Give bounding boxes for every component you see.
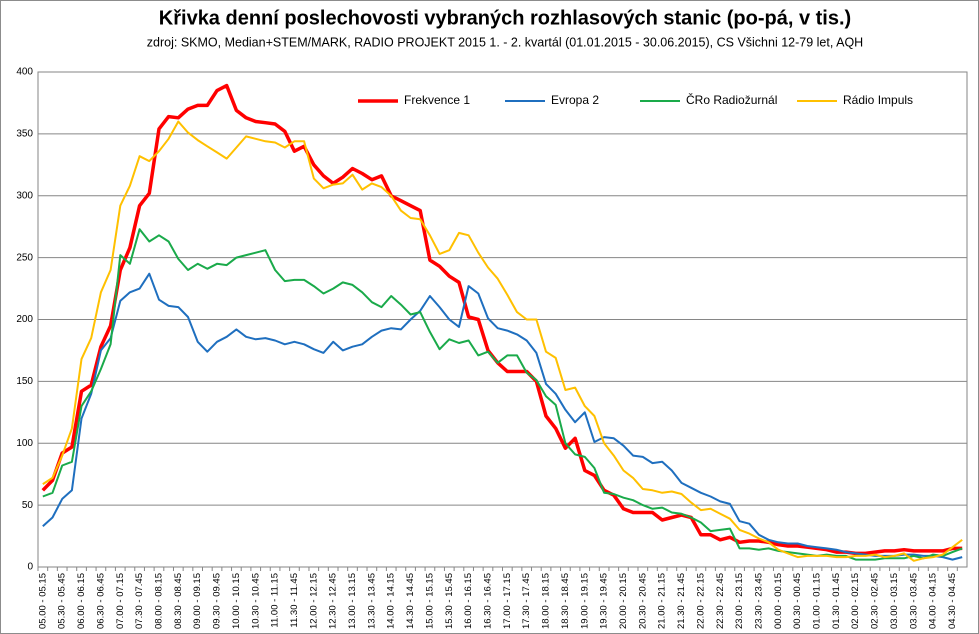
- x-tick-label: 14.30 - 14.45: [405, 573, 416, 629]
- series-line: [42, 228, 963, 561]
- y-tick-label: 350: [16, 129, 33, 140]
- x-tick-label: 08.30 - 08.45: [173, 573, 184, 629]
- y-tick-label: 0: [27, 562, 33, 573]
- x-tick-label: 07.30 - 07.45: [134, 573, 145, 629]
- x-tick-label: 11.30 - 11.45: [289, 573, 300, 628]
- x-tick-label: 00.30 - 00.45: [792, 573, 803, 629]
- legend-label: Rádio Impuls: [843, 93, 913, 107]
- x-tick-label: 03.00 - 03.15: [889, 573, 900, 629]
- x-tick-label: 18.00 - 18.15: [541, 573, 552, 629]
- chart-subtitle: zdroj: SKMO, Median+STEM/MARK, RADIO PRO…: [147, 35, 863, 49]
- x-tick-label: 20.30 - 20.45: [637, 573, 648, 629]
- x-tick-label: 09.30 - 09.45: [212, 573, 223, 629]
- x-tick-label: 19.00 - 19.15: [579, 573, 590, 629]
- x-tick-label: 05.30 - 05.45: [57, 573, 68, 629]
- x-tick-label: 23.00 - 23.15: [734, 573, 745, 629]
- x-tick-label: 11.00 - 11.15: [270, 573, 281, 628]
- x-tick-label: 12.30 - 12.45: [328, 573, 339, 629]
- y-tick-label: 300: [16, 190, 33, 201]
- x-tick-label: 06.00 - 06.15: [76, 573, 87, 629]
- y-tick-label: 100: [16, 438, 33, 449]
- x-tick-label: 09.00 - 09.15: [192, 573, 203, 629]
- x-tick-label: 02.00 - 02.15: [850, 573, 861, 629]
- x-tick-label: 16.00 - 16.15: [463, 573, 474, 629]
- x-tick-label: 21.30 - 21.45: [676, 573, 687, 629]
- x-tick-label: 13.00 - 13.15: [347, 573, 358, 629]
- x-tick-label: 16.30 - 16.45: [483, 573, 494, 629]
- x-tick-label: 17.00 - 17.15: [502, 573, 513, 629]
- x-tick-label: 07.00 - 07.15: [115, 573, 126, 629]
- x-tick-label: 13.30 - 13.45: [366, 573, 377, 629]
- x-tick-label: 19.30 - 19.45: [599, 573, 610, 629]
- x-tick-label: 21.00 - 21.15: [657, 573, 668, 629]
- x-tick-label: 02.30 - 02.45: [870, 573, 881, 629]
- x-tick-label: 20.00 - 20.15: [618, 573, 629, 629]
- legend-label: Frekvence 1: [404, 93, 470, 107]
- x-tick-label: 06.30 - 06.45: [95, 573, 106, 629]
- x-tick-label: 05.00 - 05.15: [37, 573, 48, 629]
- x-tick-label: 17.30 - 17.45: [521, 573, 532, 629]
- x-tick-label: 00.00 - 00.15: [773, 573, 784, 629]
- y-tick-label: 50: [22, 500, 34, 511]
- x-tick-label: 18.30 - 18.45: [560, 573, 571, 629]
- x-tick-label: 04.30 - 04.45: [947, 573, 958, 629]
- x-tick-label: 10.00 - 10.15: [231, 573, 242, 629]
- x-tick-label: 01.00 - 01.15: [812, 573, 823, 629]
- x-tick-label: 03.30 - 03.45: [908, 573, 919, 629]
- y-tick-label: 250: [16, 252, 33, 263]
- series-line: [42, 120, 963, 562]
- x-tick-label: 01.30 - 01.45: [831, 573, 842, 629]
- x-tick-label: 08.00 - 08.15: [153, 573, 164, 629]
- x-tick-label: 22.00 - 22.15: [695, 573, 706, 629]
- y-tick-label: 150: [16, 376, 33, 387]
- x-tick-label: 12.00 - 12.15: [308, 573, 319, 629]
- series-line: [41, 83, 963, 556]
- series-line: [42, 272, 963, 561]
- chart-title: Křivka denní poslechovosti vybraných roz…: [159, 7, 851, 29]
- x-tick-label: 14.00 - 14.15: [386, 573, 397, 629]
- legend-label: ČRo Radiožurnál: [686, 92, 777, 107]
- x-tick-label: 22.30 - 22.45: [715, 573, 726, 629]
- legend-label: Evropa 2: [551, 93, 599, 107]
- y-tick-label: 200: [16, 314, 33, 325]
- x-tick-label: 15.00 - 15.15: [424, 573, 435, 629]
- x-tick-label: 04.00 - 04.15: [928, 573, 939, 629]
- x-tick-label: 10.30 - 10.45: [250, 573, 261, 629]
- y-tick-label: 400: [16, 67, 33, 78]
- x-tick-label: 15.30 - 15.45: [444, 573, 455, 629]
- x-tick-label: 23.30 - 23.45: [753, 573, 764, 629]
